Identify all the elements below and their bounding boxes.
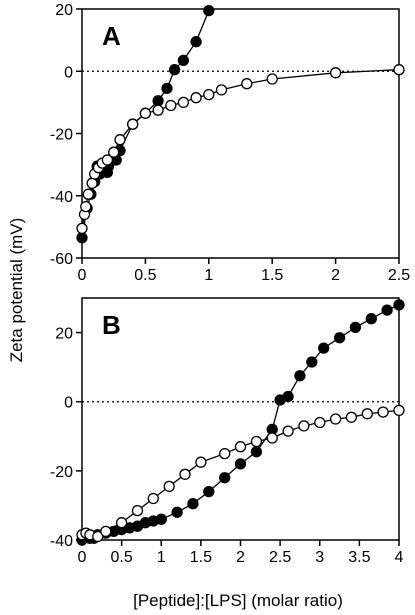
panel-a: 0 0.5 1 1.5 2 2.5 -60 -40 -20 0 20 A bbox=[50, 2, 410, 284]
x-tick-label: 0.5 bbox=[134, 267, 156, 284]
data-point-open bbox=[82, 188, 94, 200]
data-point-open bbox=[377, 406, 389, 418]
y-tick-label: -40 bbox=[50, 189, 73, 206]
plot-frame bbox=[81, 8, 400, 259]
data-point-filled bbox=[155, 513, 167, 525]
data-point-open bbox=[361, 408, 373, 420]
data-point-open bbox=[241, 78, 253, 90]
data-point-open bbox=[76, 222, 88, 235]
data-point-open bbox=[266, 73, 278, 85]
y-tick-label: -40 bbox=[50, 533, 73, 550]
data-point-open bbox=[195, 456, 207, 468]
x-tick-label: 3.5 bbox=[348, 549, 370, 566]
data-point-filled bbox=[171, 506, 183, 518]
data-point-filled bbox=[219, 472, 231, 484]
data-point-filled bbox=[294, 370, 306, 382]
x-tick-label: 0 bbox=[78, 267, 87, 284]
data-point-filled bbox=[203, 485, 215, 498]
x-tick-label: 2.5 bbox=[269, 549, 291, 566]
data-point-open bbox=[393, 64, 405, 76]
x-tick-label: 4 bbox=[395, 549, 404, 566]
data-point-open bbox=[329, 413, 342, 425]
data-point-open bbox=[298, 420, 310, 432]
data-point-filled bbox=[152, 95, 164, 107]
data-point-open bbox=[108, 146, 120, 158]
data-point-open bbox=[163, 480, 175, 493]
data-point-filled bbox=[203, 4, 215, 17]
data-point-open bbox=[86, 177, 98, 189]
data-point-open bbox=[250, 435, 263, 448]
y-tick-label: -60 bbox=[50, 251, 73, 268]
data-point-open bbox=[100, 525, 112, 538]
data-point-open bbox=[329, 67, 342, 79]
data-point-open bbox=[139, 107, 152, 119]
data-point-filled bbox=[306, 356, 318, 368]
data-point-open bbox=[131, 504, 144, 517]
data-point-open bbox=[101, 154, 114, 166]
x-tick-label: 2.5 bbox=[388, 267, 410, 284]
x-tick-label: 0 bbox=[78, 549, 87, 566]
x-tick-label: 1 bbox=[157, 549, 166, 566]
x-tick-label: 1.5 bbox=[190, 549, 212, 566]
data-point-open bbox=[127, 118, 139, 130]
x-tick-label: 3 bbox=[315, 549, 324, 566]
data-point-open bbox=[115, 517, 128, 529]
data-point-open bbox=[203, 88, 215, 101]
x-tick-label: 2 bbox=[236, 549, 245, 566]
y-tick-label: 20 bbox=[55, 2, 73, 19]
y-tick-label: -20 bbox=[50, 127, 73, 144]
data-point-open bbox=[147, 492, 159, 505]
y-tick-label: 0 bbox=[64, 395, 73, 412]
x-axis-title: [Peptide]:[LPS] (molar ratio) bbox=[133, 591, 343, 610]
data-point-filled bbox=[234, 458, 247, 470]
data-point-open bbox=[152, 104, 164, 116]
data-point-open bbox=[92, 530, 104, 543]
data-point-filled bbox=[381, 304, 393, 316]
data-point-open bbox=[215, 84, 228, 96]
data-point-open bbox=[165, 99, 177, 112]
data-point-open bbox=[80, 200, 92, 213]
data-point-filled bbox=[187, 498, 199, 510]
y-tick-label: -20 bbox=[50, 464, 73, 481]
data-point-filled bbox=[349, 321, 362, 334]
data-point-filled bbox=[161, 82, 173, 95]
data-point-filled bbox=[190, 36, 202, 48]
data-point-open bbox=[114, 134, 126, 146]
data-point-filled bbox=[393, 299, 405, 311]
data-point-filled bbox=[333, 332, 346, 344]
x-tick-label: 1.5 bbox=[261, 267, 283, 284]
y-axis-title: Zeta potential (mV) bbox=[7, 218, 26, 363]
data-point-open bbox=[179, 468, 191, 480]
data-point-open bbox=[282, 425, 294, 437]
y-tick-label: 0 bbox=[64, 64, 73, 81]
data-point-open bbox=[177, 96, 190, 109]
x-tick-label: 2 bbox=[331, 267, 340, 284]
series-line bbox=[81, 409, 400, 538]
data-point-open bbox=[393, 404, 405, 417]
data-point-filled bbox=[168, 64, 181, 76]
data-point-filled bbox=[250, 446, 263, 458]
data-point-filled bbox=[318, 342, 330, 354]
data-point-filled bbox=[365, 313, 377, 325]
data-point-open bbox=[234, 441, 247, 453]
data-point-open bbox=[345, 411, 358, 423]
data-point-open bbox=[266, 432, 278, 444]
series-line bbox=[81, 69, 400, 229]
data-point-filled bbox=[76, 232, 88, 244]
panel-label: A bbox=[102, 21, 121, 51]
panel-b: 0 0.5 1 1.5 2 2.5 3 3.5 4 -40 -20 0 20 B bbox=[50, 297, 405, 566]
y-tick-label: 20 bbox=[55, 326, 73, 343]
data-point-open bbox=[190, 92, 202, 104]
data-point-filled bbox=[282, 390, 294, 403]
x-tick-label: 1 bbox=[204, 267, 213, 284]
panel-label: B bbox=[102, 310, 121, 340]
x-tick-label: 0.5 bbox=[111, 549, 133, 566]
data-point-open bbox=[219, 447, 231, 460]
data-point-open bbox=[314, 416, 326, 429]
data-point-filled bbox=[177, 54, 190, 67]
